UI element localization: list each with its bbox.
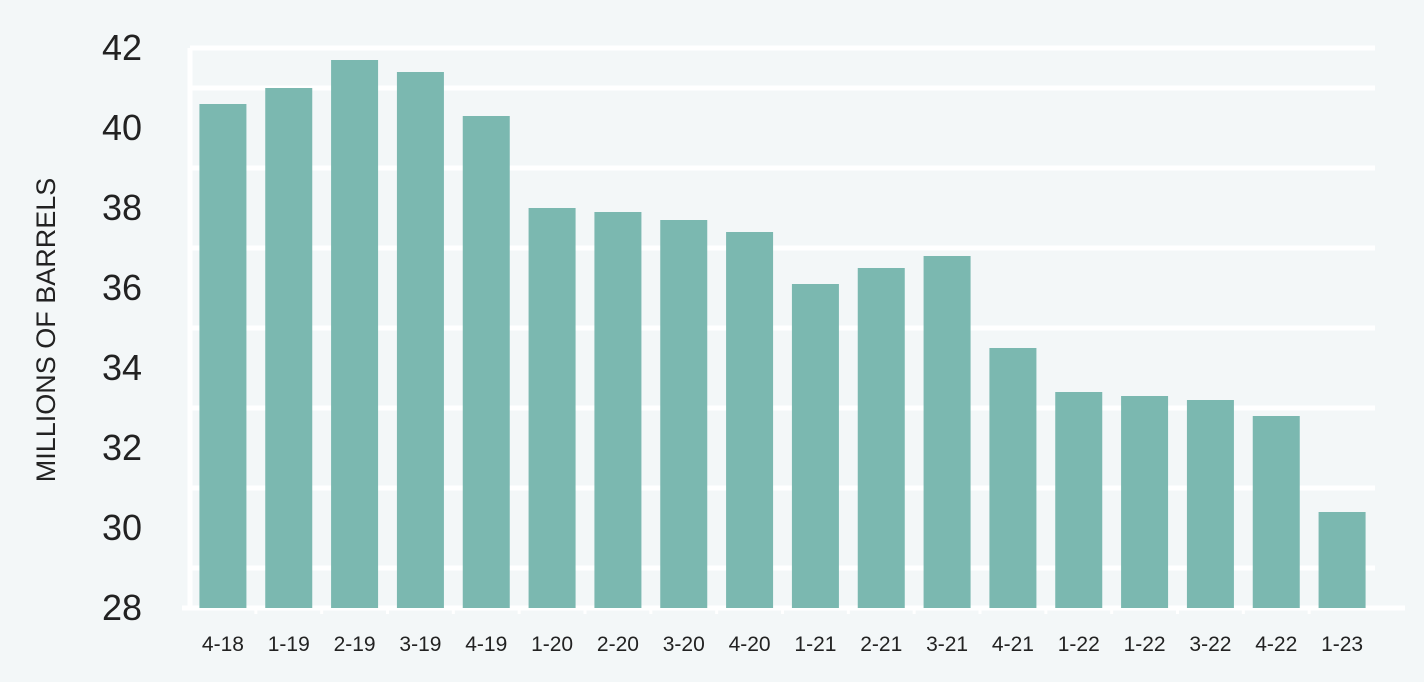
- x-tick-label: 2-20: [597, 633, 639, 656]
- bar: [1252, 416, 1300, 608]
- bar: [726, 232, 774, 608]
- bar: [594, 212, 642, 608]
- bar: [923, 256, 971, 608]
- bar: [396, 72, 444, 608]
- x-tick-label: 1-22: [1124, 633, 1166, 656]
- bar: [989, 348, 1037, 608]
- y-tick-label: 40: [102, 107, 142, 148]
- x-tick-label: 4-21: [992, 633, 1034, 656]
- x-tick-label: 2-19: [334, 633, 376, 656]
- y-tick-label: 34: [102, 347, 142, 388]
- y-tick-label: 38: [102, 187, 142, 228]
- y-tick-label: 42: [102, 27, 142, 68]
- x-tick-label: 4-19: [465, 633, 507, 656]
- y-tick-label: 32: [102, 427, 142, 468]
- x-tick-label: 3-22: [1189, 633, 1231, 656]
- gridlines: [190, 45, 1375, 571]
- bar: [1186, 400, 1234, 608]
- x-tick-label: 4-22: [1255, 633, 1297, 656]
- x-tick-label: 4-18: [202, 633, 244, 656]
- bar: [1055, 392, 1103, 608]
- x-tick-label: 1-22: [1058, 633, 1100, 656]
- y-tick-label: 30: [102, 507, 142, 548]
- x-tick-label: 1-20: [531, 633, 573, 656]
- bar: [462, 116, 510, 608]
- x-tick-label: 3-20: [663, 633, 705, 656]
- x-tick-label: 4-20: [729, 633, 771, 656]
- bar: [331, 60, 379, 608]
- bar: [199, 104, 247, 608]
- bar: [660, 220, 708, 608]
- x-tick-label: 3-19: [399, 633, 441, 656]
- y-axis-label: MILLIONS OF BARRELS: [31, 178, 61, 483]
- x-tick-label: 1-23: [1321, 633, 1363, 656]
- bar: [265, 88, 313, 608]
- y-tick-label: 28: [102, 587, 142, 628]
- y-tick-labels: 28 30 32 34 36 38 40 42: [102, 27, 142, 628]
- x-tick-labels: 4-18 1-19 2-19 3-19 4-19 1-20 2-20 3-20 4-20 1-21…: [202, 633, 1363, 656]
- bar: [1318, 512, 1366, 608]
- x-tick-label: 3-21: [926, 633, 968, 656]
- x-tick-label: 1-21: [794, 633, 836, 656]
- y-tick-label: 36: [102, 267, 142, 308]
- bar: [857, 268, 905, 608]
- bars: [199, 60, 1366, 608]
- bar: [528, 208, 576, 608]
- x-tick-label: 2-21: [860, 633, 902, 656]
- bar: [1121, 396, 1169, 608]
- bar: [791, 284, 839, 608]
- x-tick-label: 1-19: [268, 633, 310, 656]
